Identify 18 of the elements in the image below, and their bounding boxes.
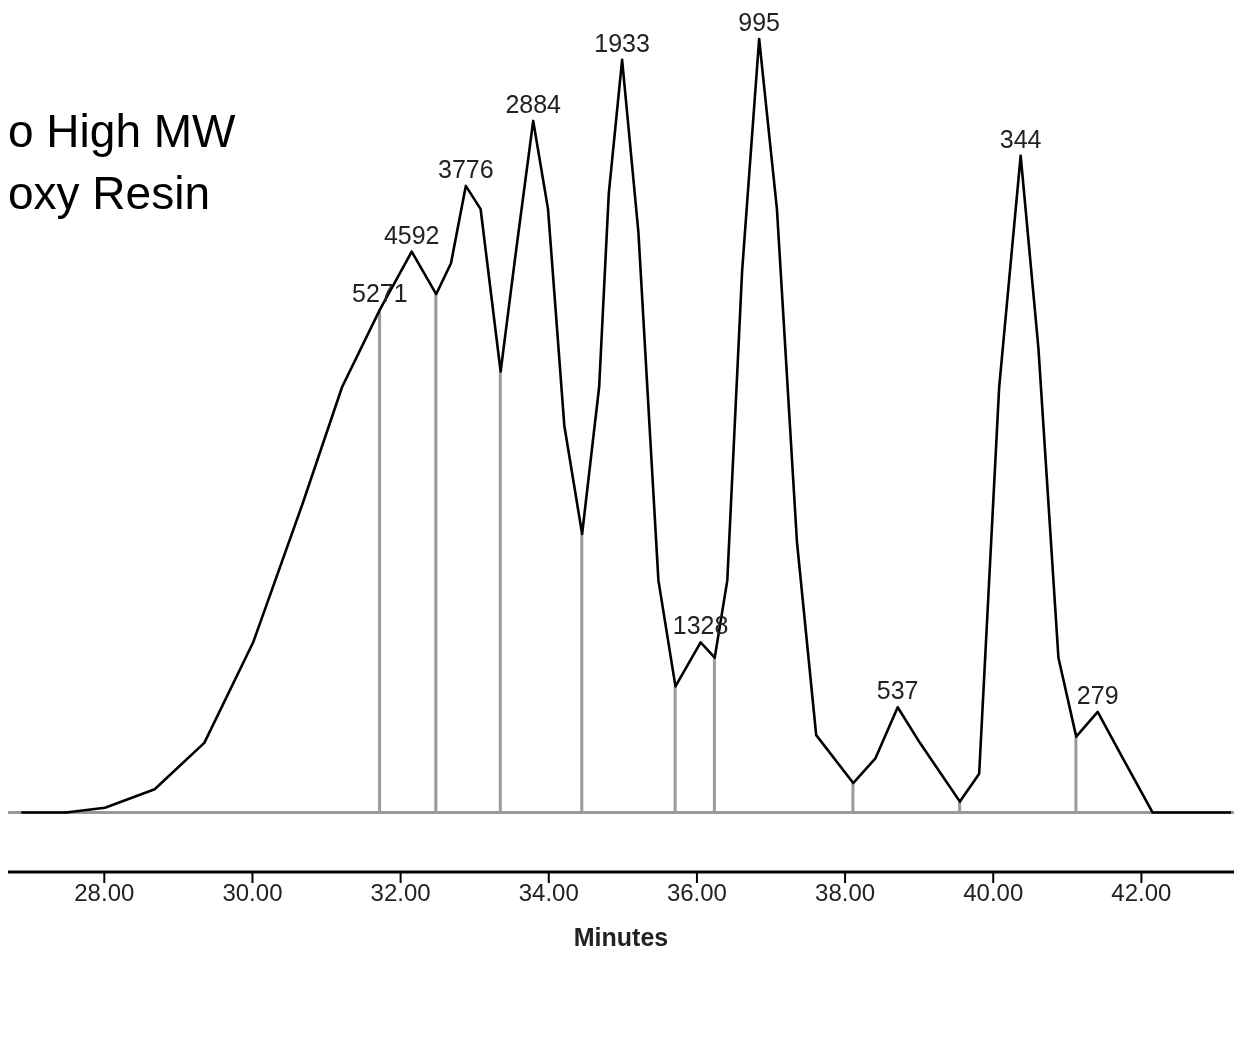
annotation: 344 — [999, 124, 1042, 153]
annotation: 995 — [738, 7, 781, 36]
x-tick-label: 36.00 — [666, 879, 727, 907]
x-tick-label: 38.00 — [815, 879, 876, 907]
x-tick-label: 28.00 — [74, 879, 135, 907]
x-tick-label: 40.00 — [963, 879, 1024, 907]
x-tick-label: 30.00 — [222, 879, 283, 907]
x-tick-label: 34.00 — [518, 879, 579, 907]
x-tick-label: 32.00 — [370, 879, 431, 907]
annotation: 1933 — [594, 28, 650, 57]
annotation: 3776 — [437, 154, 494, 183]
x-tick-label: 42.00 — [1111, 879, 1172, 907]
annotation: 537 — [876, 676, 919, 705]
x-axis-title: Minutes — [573, 923, 669, 951]
annotation: 279 — [1076, 680, 1119, 709]
text: o High MW oxy Resin — [8, 104, 236, 221]
annotation: 4592 — [383, 220, 440, 249]
annotation: 2884 — [505, 89, 562, 118]
